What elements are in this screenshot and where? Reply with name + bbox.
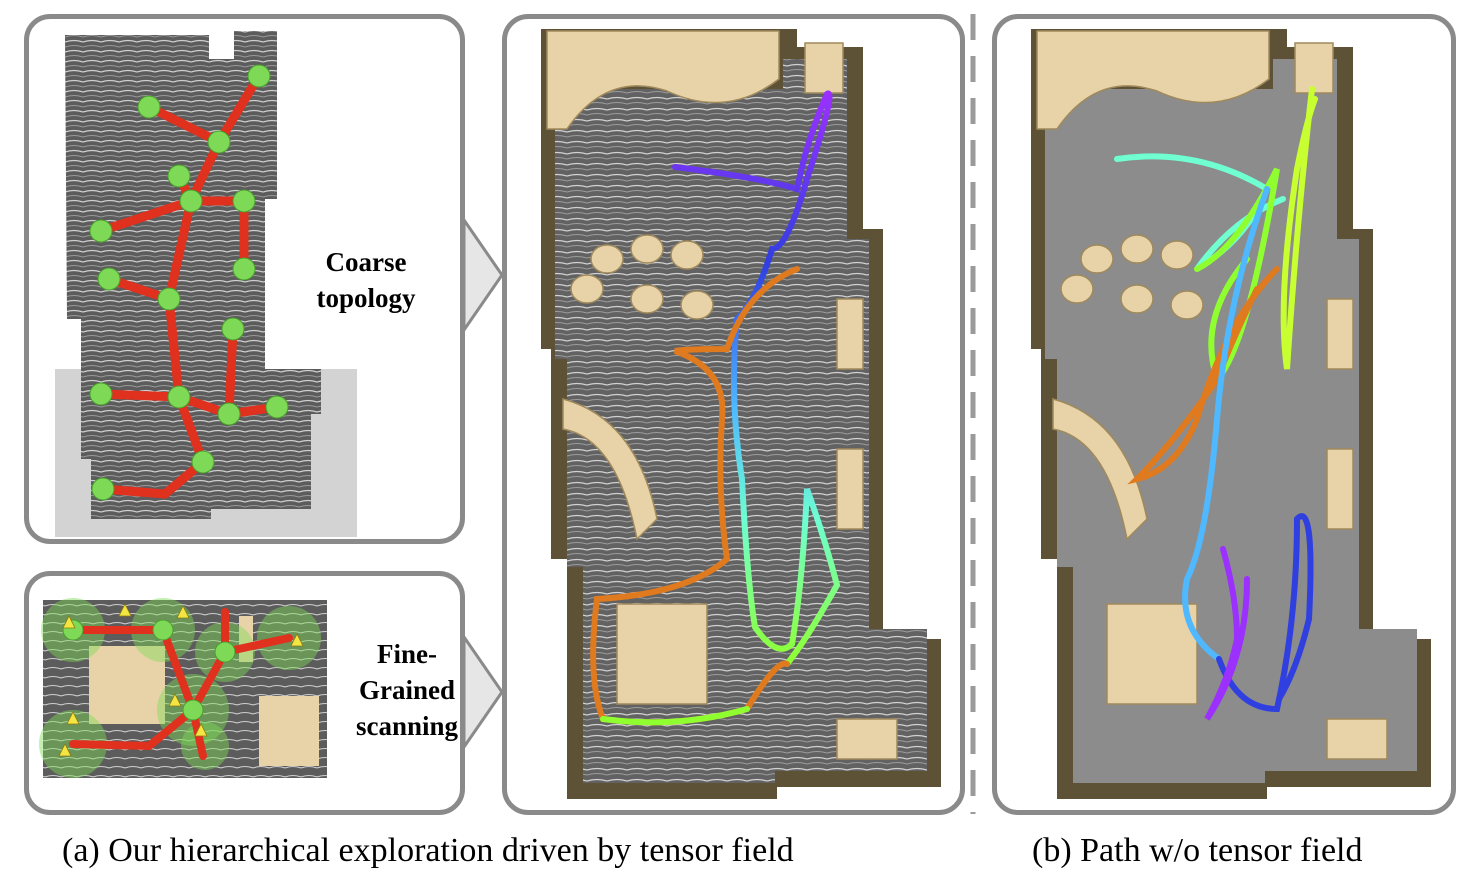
panel-divider — [970, 14, 976, 814]
arc-sofa — [1052, 398, 1148, 541]
coarse-topology-figure — [55, 31, 357, 537]
bed-furniture — [89, 646, 165, 724]
fine-label-line1: Fine- — [377, 639, 437, 669]
chair — [590, 244, 624, 274]
bed — [1106, 603, 1198, 705]
furniture-group — [546, 30, 898, 760]
arc-sofa — [562, 398, 658, 541]
cabinet — [1326, 448, 1354, 530]
topology-node — [265, 395, 289, 419]
armchair — [836, 718, 898, 760]
topology-node — [191, 450, 215, 474]
chair — [630, 284, 664, 314]
chair — [1160, 240, 1194, 270]
tensor-path-figure — [541, 29, 941, 799]
chair — [1120, 234, 1154, 264]
exploration-path-green — [600, 706, 750, 726]
coarse-label-line1: Coarse — [325, 247, 407, 277]
chair — [670, 240, 704, 270]
path-yellow-green — [1280, 86, 1318, 370]
coarse-topology-panel: Coarse topology — [24, 14, 465, 544]
topology-node — [157, 287, 181, 311]
viewpoint-markers — [58, 603, 304, 757]
topology-node — [137, 95, 161, 119]
tensor-path-panel — [502, 14, 965, 815]
no-tensor-path-figure — [1031, 29, 1431, 799]
topology-node — [97, 267, 121, 291]
armchair — [1326, 718, 1388, 760]
arrow-to-path-panel-top — [462, 218, 504, 332]
chair — [1080, 244, 1114, 274]
chair — [570, 274, 604, 304]
fine-scanning-label: Fine- Grained scanning — [347, 636, 460, 744]
chair — [1120, 284, 1154, 314]
sofa-furniture — [259, 696, 319, 766]
topology-nodes — [89, 64, 289, 501]
scan-nodes — [62, 619, 236, 721]
chair — [680, 290, 714, 320]
fine-label-line3: scanning — [355, 711, 459, 741]
chair — [1170, 290, 1204, 320]
curved-sofa — [546, 30, 780, 130]
cabinet — [836, 448, 864, 530]
fine-scanning-figure — [39, 598, 327, 778]
topology-node — [167, 385, 191, 409]
coarse-topology-label: Coarse topology — [291, 244, 441, 316]
topology-node — [232, 257, 256, 281]
topology-node — [221, 317, 245, 341]
path-blue — [1216, 513, 1314, 713]
path-light-blue — [1182, 186, 1270, 662]
topology-node — [232, 189, 256, 213]
fine-label-line2: Grained — [358, 675, 455, 705]
topology-node — [217, 402, 241, 426]
caption-a: (a) Our hierarchical exploration driven … — [62, 832, 794, 869]
curved-sofa — [1036, 30, 1270, 130]
no-tensor-path-panel — [992, 14, 1456, 815]
caption-b: (b) Path w/o tensor field — [1032, 832, 1363, 869]
topology-node — [207, 130, 231, 154]
arrow-to-path-panel-bottom — [462, 635, 504, 749]
coarse-label-line2: topology — [316, 283, 416, 313]
bed — [616, 603, 708, 705]
topology-node — [89, 382, 113, 406]
desk — [836, 298, 864, 370]
chair — [630, 234, 664, 264]
furniture-group — [1036, 30, 1388, 760]
topology-node — [91, 477, 115, 501]
exploration-path — [672, 90, 841, 667]
desk — [1326, 298, 1354, 370]
path-purple — [1204, 546, 1250, 721]
topology-node — [89, 219, 113, 243]
topology-node — [179, 189, 203, 213]
toilet-fixture — [804, 42, 844, 94]
fine-scanning-panel: Fine- Grained scanning — [24, 571, 465, 815]
chair — [1060, 274, 1094, 304]
topology-node — [247, 64, 271, 88]
topology-node — [167, 164, 191, 188]
toilet-fixture — [1294, 42, 1334, 94]
